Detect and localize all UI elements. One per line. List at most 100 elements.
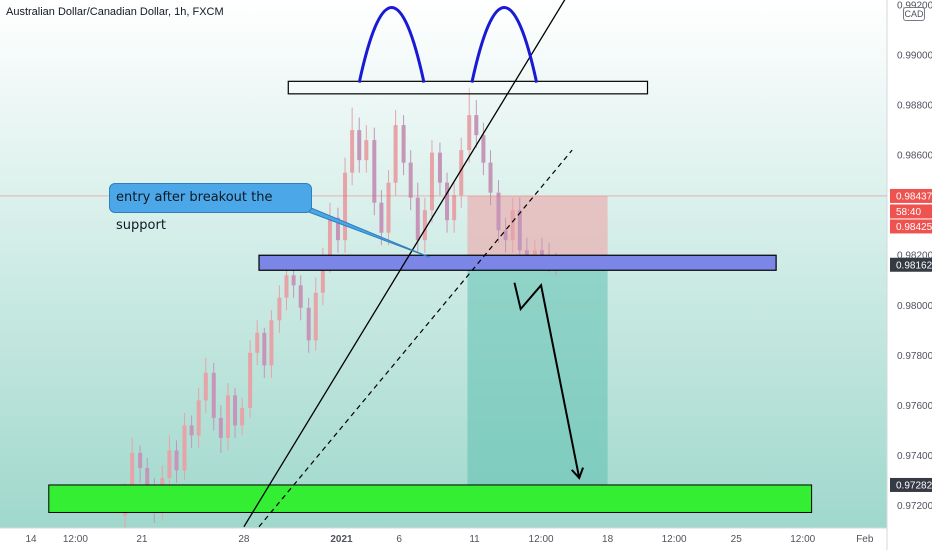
x-tick-label: 2021 [330,534,353,545]
x-tick-label: 14 [25,534,37,545]
candle-body [422,210,427,241]
x-tick-label: 12:00 [790,534,815,545]
candle-body [138,452,143,468]
price-tag [890,257,932,272]
candle-body [313,292,318,341]
rising-trendline[interactable] [243,0,568,528]
candle-body [262,332,267,366]
target-zone[interactable] [48,484,813,513]
price-tag-label: 0.97282 [896,480,932,491]
time-scale-background [0,528,887,550]
double-top-arch-2[interactable] [470,6,539,83]
y-tick-label: 0.97200 [897,501,932,512]
candle-body [364,140,369,161]
candle-body [510,210,515,241]
candle-body [437,152,442,183]
candle-body [174,450,179,471]
price-tag-label: 0.98425 [896,222,932,233]
x-tick-label: 21 [136,534,148,545]
reward-box[interactable] [467,264,608,485]
price-scale-background [887,0,932,550]
candle-body [429,152,434,211]
candle-body [306,307,311,341]
candle-body [467,115,472,151]
candle-body [524,250,529,258]
candle-body [445,182,450,221]
candle-body [255,332,260,353]
candle-body [211,372,216,418]
price-tag [890,477,932,492]
candle-body [248,352,253,408]
candle-body [335,217,340,241]
candle-body [225,395,230,438]
dashed-trendline[interactable] [258,149,573,528]
candle-body [474,115,479,136]
candle-body [357,130,362,161]
candle-body [167,450,172,478]
chart-title: Australian Dollar/Canadian Dollar, 1h, F… [6,6,224,18]
candle-body [233,395,238,426]
x-tick-label: 12:00 [662,534,687,545]
candle-body [189,425,194,436]
y-tick-label: 0.97600 [897,401,932,412]
y-tick-label: 0.99200 [897,1,932,12]
x-tick-label: 6 [396,534,402,545]
candle-body [415,197,420,241]
double-top-arch-1[interactable] [357,6,426,83]
candle-body [393,125,398,183]
x-tick-label: 11 [469,534,480,545]
entry-callout[interactable]: entry after breakout the support [109,183,312,233]
candle-body [408,162,413,198]
support-zone[interactable] [258,254,777,271]
candle-body [496,192,501,231]
candle-body [459,150,464,196]
candle-body [452,195,457,221]
candle-body [320,260,325,293]
candle-body [196,400,201,436]
projection-arrow[interactable] [513,282,581,479]
currency-badge[interactable]: CAD [903,7,925,21]
candle-body [386,182,391,233]
price-tag [890,219,932,234]
y-tick-label: 0.98000 [897,301,932,312]
candle-body [277,297,282,321]
y-tick-label: 0.99000 [897,51,932,62]
y-tick-label: 0.97800 [897,351,932,362]
x-tick-label: Feb [856,534,874,545]
candle-body [269,320,274,366]
candle-body [145,467,150,491]
candle-body [343,172,348,241]
price-tag-label: 0.98162 [896,260,932,271]
candle-body [182,425,187,471]
candle-body [218,417,223,438]
candle-body [481,135,486,163]
candle-body [539,250,544,256]
candle-body [240,407,245,426]
risk-box[interactable] [467,195,608,265]
candle-body [372,140,377,203]
candle-body [284,275,289,298]
candle-body [130,452,135,496]
candle-body [203,372,208,401]
y-tick-label: 0.98200 [897,251,932,262]
candle-body [488,162,493,193]
y-tick-label: 0.97400 [897,451,932,462]
candle-body [401,125,406,163]
price-tag [890,188,932,203]
price-tag [890,204,932,219]
projection-arrowhead [571,467,584,480]
price-tag-label: 0.98437 [896,191,932,202]
candle-body [503,230,508,241]
candle-body [517,210,522,251]
candle-body [532,250,537,258]
x-tick-label: 28 [238,534,250,545]
resistance-box[interactable] [287,80,649,95]
price-tag-label: 58:40 [896,207,921,218]
x-tick-label: 18 [602,534,614,545]
candle-body [291,275,296,286]
y-tick-label: 0.98600 [897,151,932,162]
x-tick-label: 12:00 [529,534,554,545]
x-tick-label: 25 [731,534,743,545]
x-tick-label: 12:00 [63,534,88,545]
